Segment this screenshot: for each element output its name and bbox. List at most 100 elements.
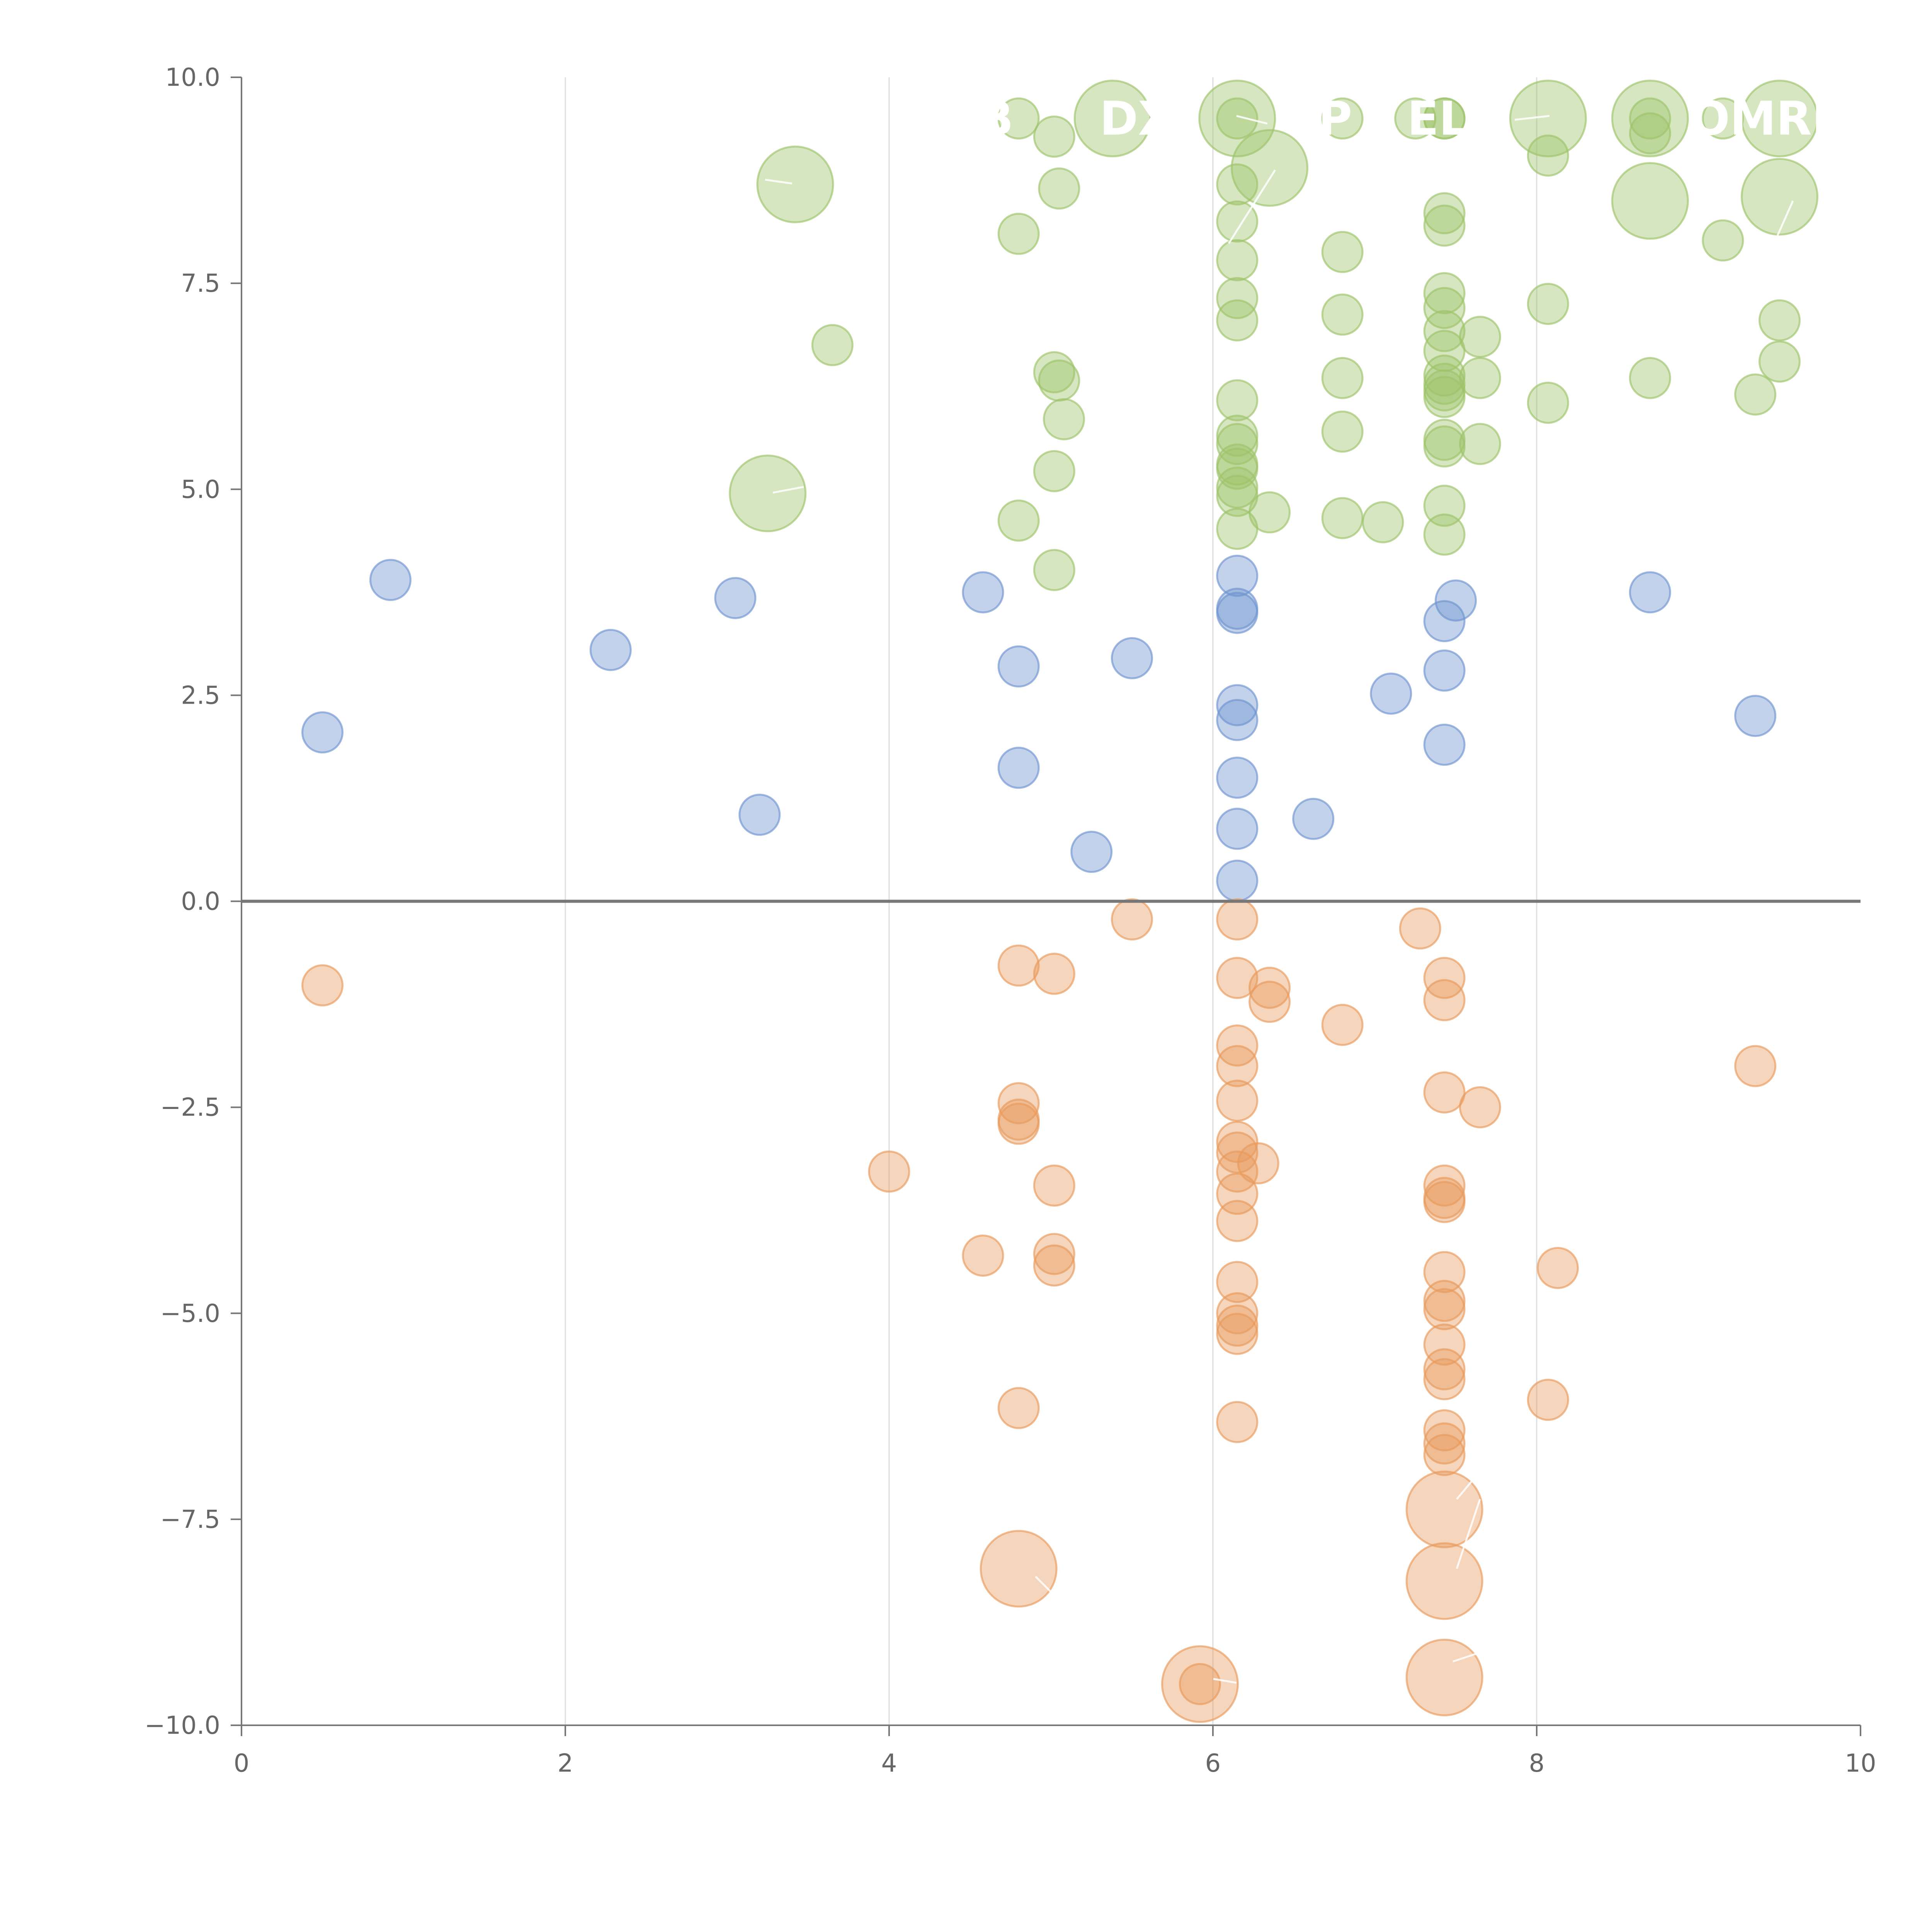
data-point [1033,549,1075,591]
data-point [1399,907,1441,950]
data-point [1734,1045,1777,1087]
data-point [1321,1003,1364,1046]
data-point [1394,97,1437,140]
data-point [962,571,1004,614]
y-tick-label: −2.5 [160,1094,220,1122]
data-point [1216,1121,1259,1163]
data-point [997,1387,1040,1429]
data-point [1527,381,1569,424]
data-point [1216,379,1259,422]
data-point [1111,898,1153,940]
data-point [1459,316,1501,358]
data-point [1459,357,1501,399]
x-tick-label: 2 [558,1749,573,1778]
annotation-leader-line [765,179,793,185]
x-tick-label: 4 [881,1749,897,1778]
data-point [1423,1358,1466,1400]
data-point [1043,398,1085,440]
annotation-leader-line [1236,115,1268,125]
data-point [1702,97,1744,140]
data-point [1292,798,1335,840]
annotation-leader-line [1456,1499,1481,1569]
annotation-label: EL [1407,92,1468,146]
data-point [1216,957,1259,999]
data-point [1611,162,1689,240]
data-point [1033,351,1075,393]
data-point [1216,200,1259,243]
data-point [1423,272,1466,315]
annotation-label: DX [1100,92,1174,146]
data-point [1423,1164,1466,1207]
x-tick-label: 10 [1845,1749,1876,1778]
data-point [1405,1542,1483,1620]
data-point [1321,357,1364,399]
data-point [1248,981,1291,1023]
data-point [1216,97,1259,140]
data-point [1423,97,1466,140]
data-point [1070,831,1113,873]
data-point [1423,649,1466,692]
data-point [1435,579,1477,622]
y-tick-label: 5.0 [181,475,220,504]
x-axis-ticks: 0 2 4 6 8 10 [234,1725,1876,1778]
data-point [1423,1288,1466,1330]
data-point [714,577,757,619]
data-points [242,80,1861,1723]
data-point [1734,373,1777,416]
data-point [868,1150,910,1193]
data-point [1248,491,1291,534]
data-point [756,145,834,223]
data-point [301,964,344,1007]
data-point [1370,672,1412,715]
data-point [1423,376,1466,418]
data-point [1423,723,1466,766]
data-point [1405,1638,1483,1716]
annotation-leader-line [1228,169,1276,244]
data-point [1321,410,1364,453]
data-point [980,1530,1058,1608]
data-point [1216,299,1259,342]
data-point [1216,239,1259,281]
data-point [1237,1142,1279,1185]
data-point [997,1102,1040,1145]
y-tick-label: −10.0 [145,1711,220,1740]
y-tick-label: −5.0 [160,1299,220,1328]
data-point [1423,1181,1466,1223]
data-point [1741,158,1818,236]
data-point [1629,571,1671,614]
y-tick-label: 0.0 [181,888,220,916]
data-point [1423,979,1466,1021]
data-point [738,794,781,836]
data-point [1423,1348,1466,1391]
data-point [1216,1150,1259,1193]
data-point [1216,1261,1259,1303]
data-point [1033,1164,1075,1207]
data-point [1527,134,1569,177]
annotation-leader-line [1514,115,1550,121]
data-point [1073,80,1151,158]
data-point [301,711,344,753]
annotation-label: OMRE [1690,92,1844,146]
annotation-label: B [978,92,1013,146]
data-point [1033,450,1075,492]
data-point [1629,112,1671,155]
data-point [1423,1071,1466,1114]
data-point [1216,554,1259,597]
data-point [1033,1233,1075,1275]
data-point [997,944,1040,987]
data-point [1321,231,1364,273]
data-point [1216,859,1259,902]
y-tick-label: 7.5 [181,269,220,298]
annotation-leader-line [1213,1678,1237,1684]
data-point [1629,357,1671,399]
annotation-leader-line [772,486,804,494]
data-point [1759,340,1801,383]
data-point [1759,299,1801,342]
annotation-leader-line [1776,200,1794,236]
x-tick-label: 8 [1529,1749,1545,1778]
annotation-leader-line [1035,1576,1052,1593]
data-point [1111,637,1153,679]
data-point [1161,1645,1239,1723]
data-point [1216,1313,1259,1355]
x-tick-label: 0 [234,1749,250,1778]
